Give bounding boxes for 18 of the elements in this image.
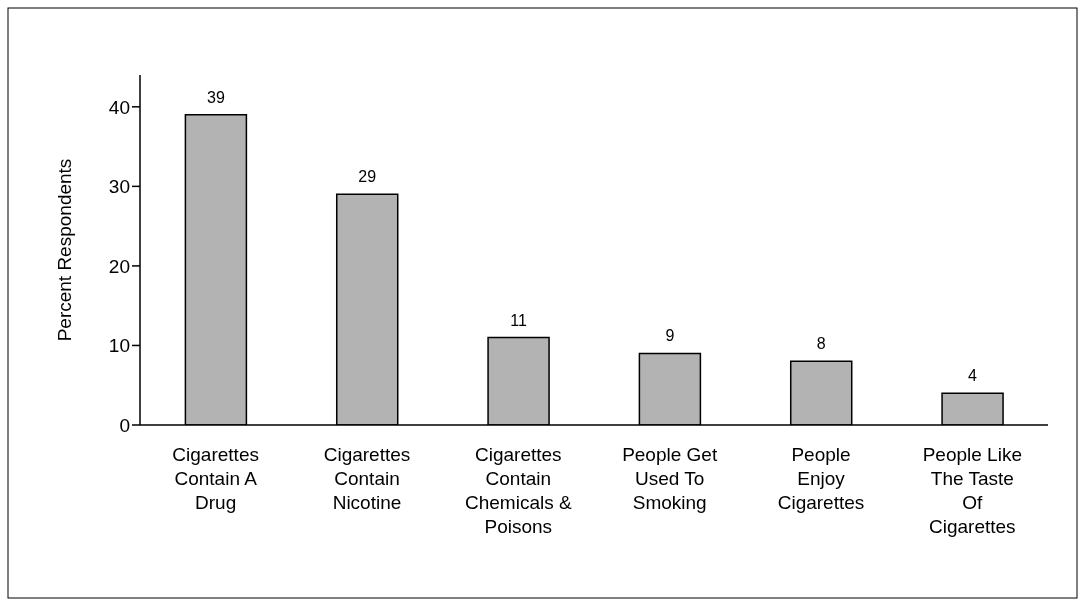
x-tick-label: Cigarettes Contain Nicotine	[323, 444, 411, 513]
y-tick-label: 10	[108, 335, 130, 357]
y-axis-title: Percent Respondents	[53, 158, 75, 342]
y-tick-label: 20	[108, 255, 130, 277]
data-label: 29	[358, 168, 377, 186]
data-label: 9	[665, 327, 675, 345]
y-tick-label: 30	[108, 176, 130, 198]
data-label: 39	[207, 88, 225, 106]
x-tick-label: Cigarettes Contain A Drug	[172, 444, 259, 513]
x-tick-label: Cigarettes Contain Chemicals & Poisons	[465, 444, 572, 537]
x-tick-label: People Enjoy Cigarettes	[777, 444, 865, 513]
data-label: 8	[816, 335, 826, 353]
y-tick-label: 40	[108, 96, 130, 118]
x-tick-label: People Like The Taste Of Cigarettes	[922, 444, 1022, 537]
x-tick-label: People Get Used To Smoking	[622, 444, 718, 513]
y-tick-label: 0	[119, 414, 130, 436]
data-label: 4	[968, 367, 978, 385]
data-label: 11	[510, 311, 527, 329]
